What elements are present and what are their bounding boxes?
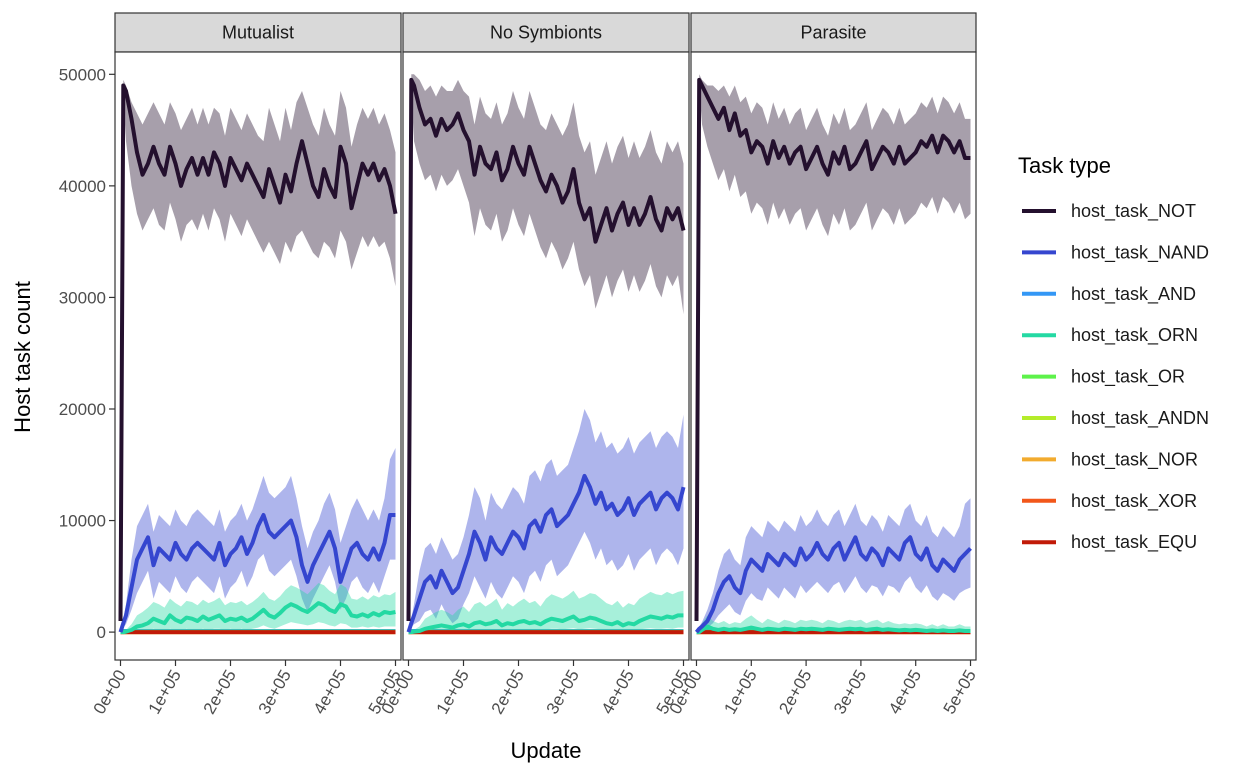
legend-label-host-task-nor: host_task_NOR	[1071, 449, 1198, 470]
ribbon-host-task-not	[120, 79, 396, 621]
x-tick-label: 4e+05	[310, 667, 350, 718]
y-tick-label: 30000	[59, 288, 106, 307]
y-tick-label: 0	[97, 623, 106, 642]
x-tick-label: 1e+05	[145, 667, 185, 718]
x-tick-label: 3e+05	[830, 667, 870, 718]
panels: Mutualist 0e+00 1e+05 2e+05 3e+05 4e+05 5e+05 N…	[90, 12, 980, 718]
series-line-host-task-not	[406, 77, 686, 622]
x-tick-label: 3e+05	[543, 667, 583, 718]
y-tick-label: 10000	[59, 512, 106, 531]
series-line-host-task-orn	[408, 613, 684, 635]
x-tick-label: 1e+05	[720, 667, 760, 718]
series-line-host-task-nand	[118, 513, 396, 633]
legend-label-host-task-or: host_task_OR	[1071, 367, 1185, 388]
facet-label: Mutualist	[222, 23, 294, 43]
x-tick-label: 4e+05	[885, 667, 925, 718]
y-axis-title: Host task count	[10, 281, 35, 433]
x-tick-label: 1e+05	[433, 667, 473, 718]
legend-label-host-task-equ: host_task_EQU	[1071, 532, 1197, 553]
panel-border	[114, 51, 402, 661]
facet-strip	[114, 12, 402, 53]
ribbon-host-task-nand	[120, 448, 396, 633]
series-line-host-task-not	[118, 83, 398, 622]
x-tick-label: 5e+05	[940, 667, 980, 718]
x-tick-label: 4e+05	[598, 667, 638, 718]
facet-strip	[690, 12, 977, 53]
y-tick-label: 50000	[59, 65, 106, 84]
legend-label-host-task-and: host_task_AND	[1071, 284, 1196, 305]
series-line-host-task-nand	[406, 473, 686, 633]
ribbon-host-task-not	[408, 74, 684, 622]
y-tick-label: 20000	[59, 400, 106, 419]
facet-label: Parasite	[800, 23, 866, 43]
x-axis-title: Update	[511, 738, 582, 763]
panel-border	[690, 51, 977, 661]
legend-label-host-task-orn: host_task_ORN	[1071, 325, 1198, 346]
legend-label-host-task-xor: host_task_XOR	[1071, 491, 1197, 512]
panel-border	[402, 51, 690, 661]
ribbon-host-task-nand	[696, 498, 971, 633]
series-line-host-task-orn	[696, 624, 971, 635]
legend-title: Task type	[1018, 153, 1111, 178]
x-tick-label: 3e+05	[255, 667, 295, 718]
ribbon-host-task-not	[696, 74, 971, 622]
legend: Task type host_task_NOT host_task_NANDhos…	[1018, 153, 1209, 553]
legend-label-host-task-nand: host_task_NAND	[1071, 242, 1209, 263]
series-line-host-task-orn	[120, 601, 396, 635]
x-tick-label: 0e+00	[90, 667, 130, 718]
plot-area	[115, 52, 401, 660]
legend-label-host-task-andn: host_task_ANDN	[1071, 408, 1209, 429]
series-line-host-task-not	[694, 77, 971, 622]
x-tick-label: 2e+05	[200, 667, 240, 718]
x-tick-label: 2e+05	[775, 667, 815, 718]
facet-label: No Symbionts	[490, 23, 602, 43]
plot-area	[403, 52, 689, 660]
y-tick-label: 40000	[59, 177, 106, 196]
x-tick-label: 2e+05	[488, 667, 528, 718]
y-axis: 0 10000 20000 30000 40000 50000	[59, 65, 115, 642]
legend-label-host-task-not: host_task_NOT	[1071, 201, 1196, 222]
series-line-host-task-nand	[694, 535, 972, 634]
